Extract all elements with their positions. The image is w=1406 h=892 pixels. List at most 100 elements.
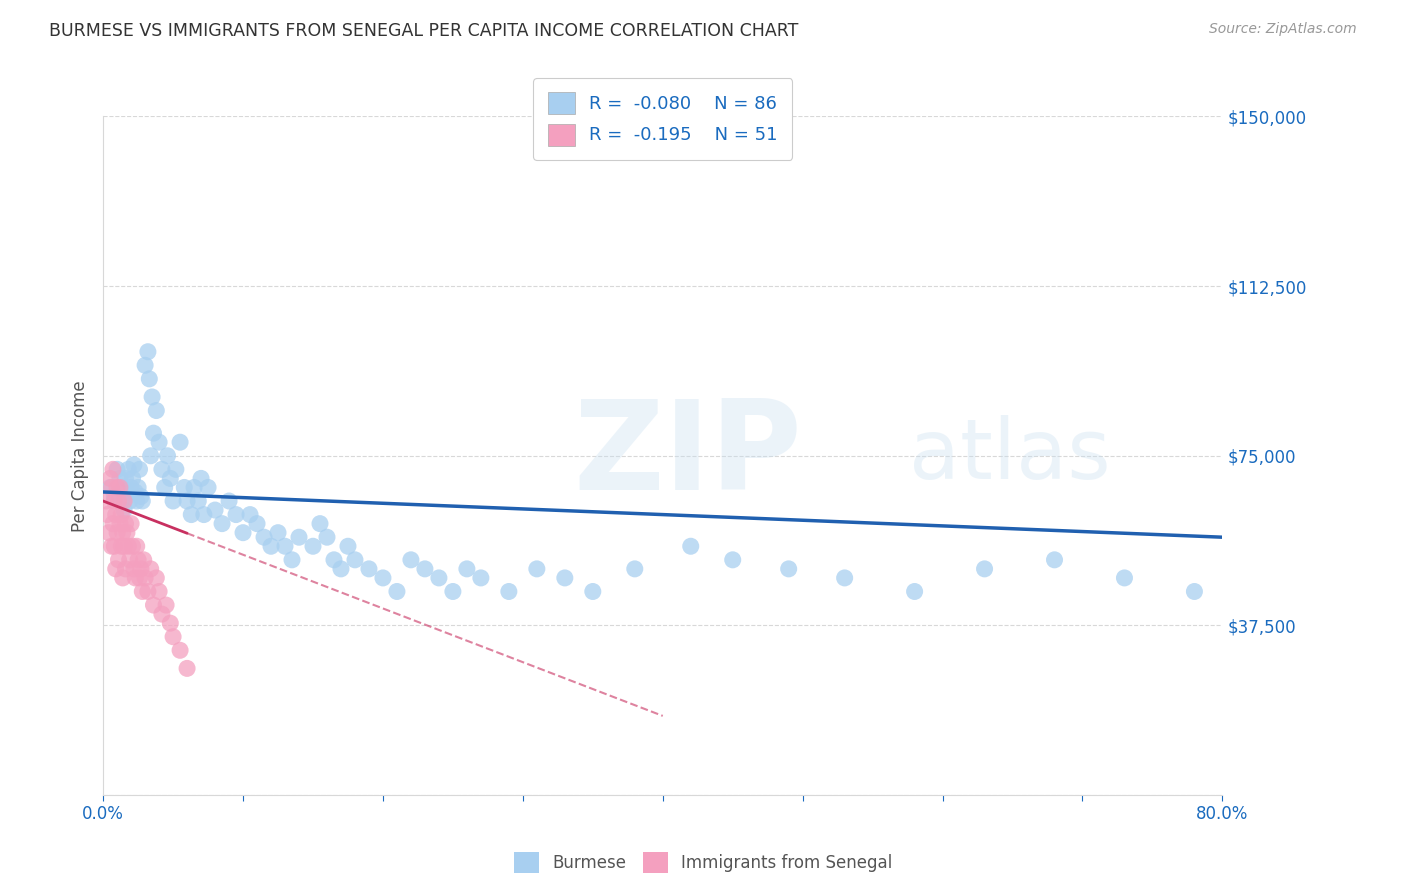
Point bbox=[142, 426, 165, 441]
Point bbox=[114, 516, 136, 531]
Point bbox=[103, 494, 125, 508]
Point bbox=[169, 435, 191, 450]
Point bbox=[101, 462, 124, 476]
Point bbox=[148, 584, 170, 599]
Point bbox=[253, 530, 276, 544]
Point bbox=[187, 494, 209, 508]
Point bbox=[169, 643, 191, 657]
Legend: R =  -0.080    N = 86, R =  -0.195    N = 51: R = -0.080 N = 86, R = -0.195 N = 51 bbox=[533, 78, 792, 160]
Point bbox=[357, 562, 380, 576]
Point bbox=[100, 539, 122, 553]
Point bbox=[267, 525, 290, 540]
Point bbox=[150, 462, 173, 476]
Point bbox=[104, 508, 127, 522]
Point bbox=[139, 449, 162, 463]
Point bbox=[150, 607, 173, 621]
Point bbox=[413, 562, 436, 576]
Point bbox=[114, 562, 136, 576]
Point bbox=[120, 516, 142, 531]
Point bbox=[134, 359, 156, 373]
Point bbox=[94, 494, 117, 508]
Point bbox=[112, 494, 135, 508]
Point bbox=[288, 530, 311, 544]
Y-axis label: Per Capita Income: Per Capita Income bbox=[72, 380, 89, 532]
Text: ZIP: ZIP bbox=[574, 395, 801, 516]
Point bbox=[112, 539, 135, 553]
Point bbox=[145, 403, 167, 417]
Point bbox=[98, 480, 121, 494]
Point bbox=[101, 516, 124, 531]
Point bbox=[145, 571, 167, 585]
Point bbox=[274, 539, 297, 553]
Point bbox=[456, 562, 478, 576]
Point bbox=[110, 539, 132, 553]
Point bbox=[134, 571, 156, 585]
Point bbox=[336, 539, 359, 553]
Point bbox=[104, 562, 127, 576]
Point bbox=[142, 598, 165, 612]
Point bbox=[679, 539, 702, 553]
Point bbox=[834, 571, 856, 585]
Point bbox=[107, 494, 129, 508]
Point bbox=[141, 390, 163, 404]
Point bbox=[103, 539, 125, 553]
Point bbox=[302, 539, 325, 553]
Point bbox=[173, 480, 195, 494]
Point bbox=[129, 490, 152, 504]
Point bbox=[1184, 584, 1206, 599]
Point bbox=[105, 480, 128, 494]
Point bbox=[526, 562, 548, 576]
Point bbox=[108, 471, 131, 485]
Point bbox=[125, 494, 148, 508]
Point bbox=[117, 539, 139, 553]
Point bbox=[204, 503, 226, 517]
Point bbox=[316, 530, 339, 544]
Point bbox=[211, 516, 233, 531]
Point bbox=[399, 553, 422, 567]
Point bbox=[159, 471, 181, 485]
Point bbox=[246, 516, 269, 531]
Point bbox=[441, 584, 464, 599]
Point bbox=[114, 471, 136, 485]
Point bbox=[330, 562, 353, 576]
Point bbox=[721, 553, 744, 567]
Point bbox=[98, 471, 121, 485]
Point bbox=[115, 525, 138, 540]
Point bbox=[218, 494, 240, 508]
Point bbox=[180, 508, 202, 522]
Point bbox=[127, 553, 149, 567]
Point bbox=[1114, 571, 1136, 585]
Legend: Burmese, Immigrants from Senegal: Burmese, Immigrants from Senegal bbox=[508, 846, 898, 880]
Point bbox=[97, 525, 120, 540]
Point bbox=[165, 462, 187, 476]
Point bbox=[128, 462, 150, 476]
Point bbox=[96, 508, 118, 522]
Point bbox=[132, 553, 155, 567]
Text: BURMESE VS IMMIGRANTS FROM SENEGAL PER CAPITA INCOME CORRELATION CHART: BURMESE VS IMMIGRANTS FROM SENEGAL PER C… bbox=[49, 22, 799, 40]
Point bbox=[239, 508, 262, 522]
Point bbox=[115, 485, 138, 500]
Point bbox=[110, 508, 132, 522]
Point bbox=[176, 494, 198, 508]
Point bbox=[973, 562, 995, 576]
Point bbox=[118, 494, 141, 508]
Point bbox=[778, 562, 800, 576]
Point bbox=[385, 584, 408, 599]
Point bbox=[193, 508, 215, 522]
Point bbox=[127, 480, 149, 494]
Point bbox=[131, 584, 153, 599]
Point bbox=[108, 516, 131, 531]
Point bbox=[124, 485, 146, 500]
Point bbox=[105, 462, 128, 476]
Point bbox=[111, 571, 134, 585]
Point bbox=[138, 372, 160, 386]
Point bbox=[112, 503, 135, 517]
Point bbox=[260, 539, 283, 553]
Point bbox=[309, 516, 332, 531]
Point bbox=[155, 598, 177, 612]
Point bbox=[371, 571, 394, 585]
Point bbox=[110, 494, 132, 508]
Point bbox=[162, 494, 184, 508]
Point bbox=[554, 571, 576, 585]
Point bbox=[225, 508, 247, 522]
